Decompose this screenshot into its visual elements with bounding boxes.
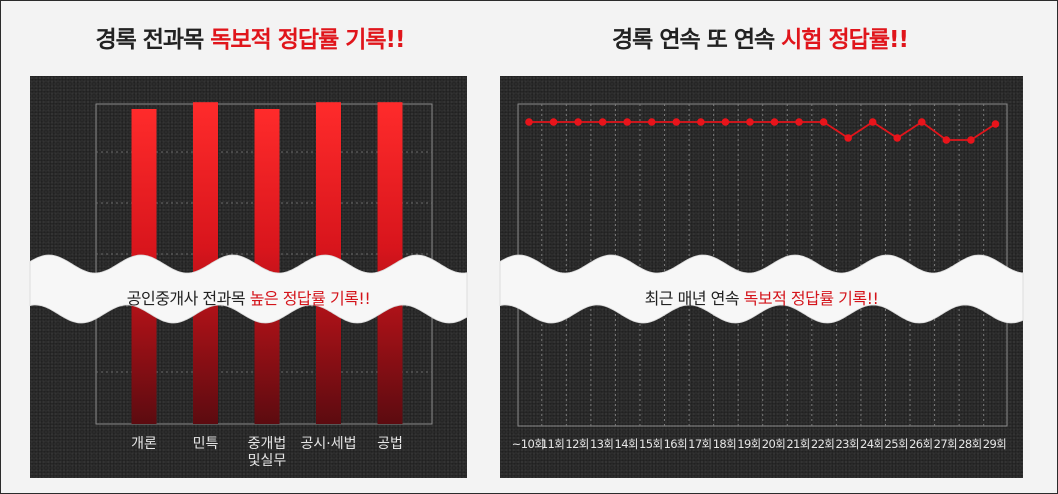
- category-label: 29회: [983, 437, 1006, 451]
- left-heading: 경록 전과목 독보적 정답률 기록!!: [30, 20, 470, 56]
- category-label: 공법: [377, 436, 403, 452]
- category-label: 17회: [688, 437, 711, 451]
- series-line: [529, 120, 996, 141]
- category-label: 15회: [639, 437, 662, 451]
- category-label: 중개법: [248, 436, 287, 452]
- data-point: [991, 120, 1000, 128]
- data-point: [647, 118, 656, 126]
- category-label: 11회: [541, 437, 564, 451]
- category-label: 민특: [193, 436, 219, 452]
- data-point: [697, 118, 705, 126]
- category-label: 18회: [713, 437, 736, 451]
- category-label: 12회: [565, 437, 588, 451]
- category-label: 19회: [737, 437, 760, 451]
- data-point: [844, 134, 852, 142]
- data-point: [672, 118, 681, 126]
- category-label: 16회: [664, 437, 687, 451]
- right-caption: 최근 매년 연속 독보적 정답률 기록!!: [500, 285, 1023, 309]
- data-point: [770, 118, 779, 126]
- data-point: [525, 118, 533, 126]
- left-caption: 공인중개사 전과목 높은 정답률 기록!!: [30, 285, 467, 309]
- data-point: [721, 118, 730, 126]
- right-heading-normal: 경록 연속 또 연속: [612, 27, 782, 53]
- category-label: 21회: [786, 437, 809, 451]
- data-point: [819, 118, 828, 126]
- data-point: [746, 118, 754, 126]
- wave-band-shape: [29, 254, 468, 324]
- category-label: 13회: [590, 437, 613, 451]
- data-point: [893, 134, 902, 142]
- category-label: 26회: [909, 437, 932, 451]
- category-label: 23회: [835, 437, 858, 451]
- category-label: 공시·세법: [301, 436, 357, 452]
- right-heading-highlight: 시험 정답률!!: [781, 27, 909, 53]
- data-point: [623, 118, 631, 126]
- left-heading-highlight: 독보적 정답률 기록!!: [210, 27, 405, 53]
- category-label: 및실무: [248, 453, 287, 469]
- right-caption-highlight: 독보적 정답률 기록!!: [743, 289, 879, 308]
- category-label: 24회: [860, 437, 883, 451]
- category-label: 14회: [614, 437, 637, 451]
- left-heading-normal: 경록 전과목: [95, 27, 211, 53]
- data-point: [942, 136, 951, 144]
- left-caption-highlight: 높은 정답률 기록!!: [249, 289, 371, 308]
- right-heading: 경록 연속 또 연속 시험 정답률!!: [500, 20, 1020, 56]
- left-caption-normal: 공인중개사 전과목: [126, 289, 250, 308]
- category-label: 개론: [131, 436, 157, 452]
- data-point: [918, 118, 926, 126]
- data-point: [598, 118, 607, 126]
- category-label: 20회: [762, 437, 785, 451]
- wave-band-shape: [499, 254, 1024, 324]
- right-caption-normal: 최근 매년 연속: [644, 289, 744, 308]
- category-label: 25회: [885, 437, 908, 451]
- data-point: [549, 118, 558, 126]
- data-point: [868, 118, 877, 126]
- data-point: [967, 136, 975, 144]
- data-point: [795, 118, 803, 126]
- data-point: [574, 118, 582, 126]
- category-label: 27회: [934, 437, 957, 451]
- category-label: 28회: [958, 437, 981, 451]
- category-label: 22회: [811, 437, 834, 451]
- category-label: ~10회: [512, 437, 544, 451]
